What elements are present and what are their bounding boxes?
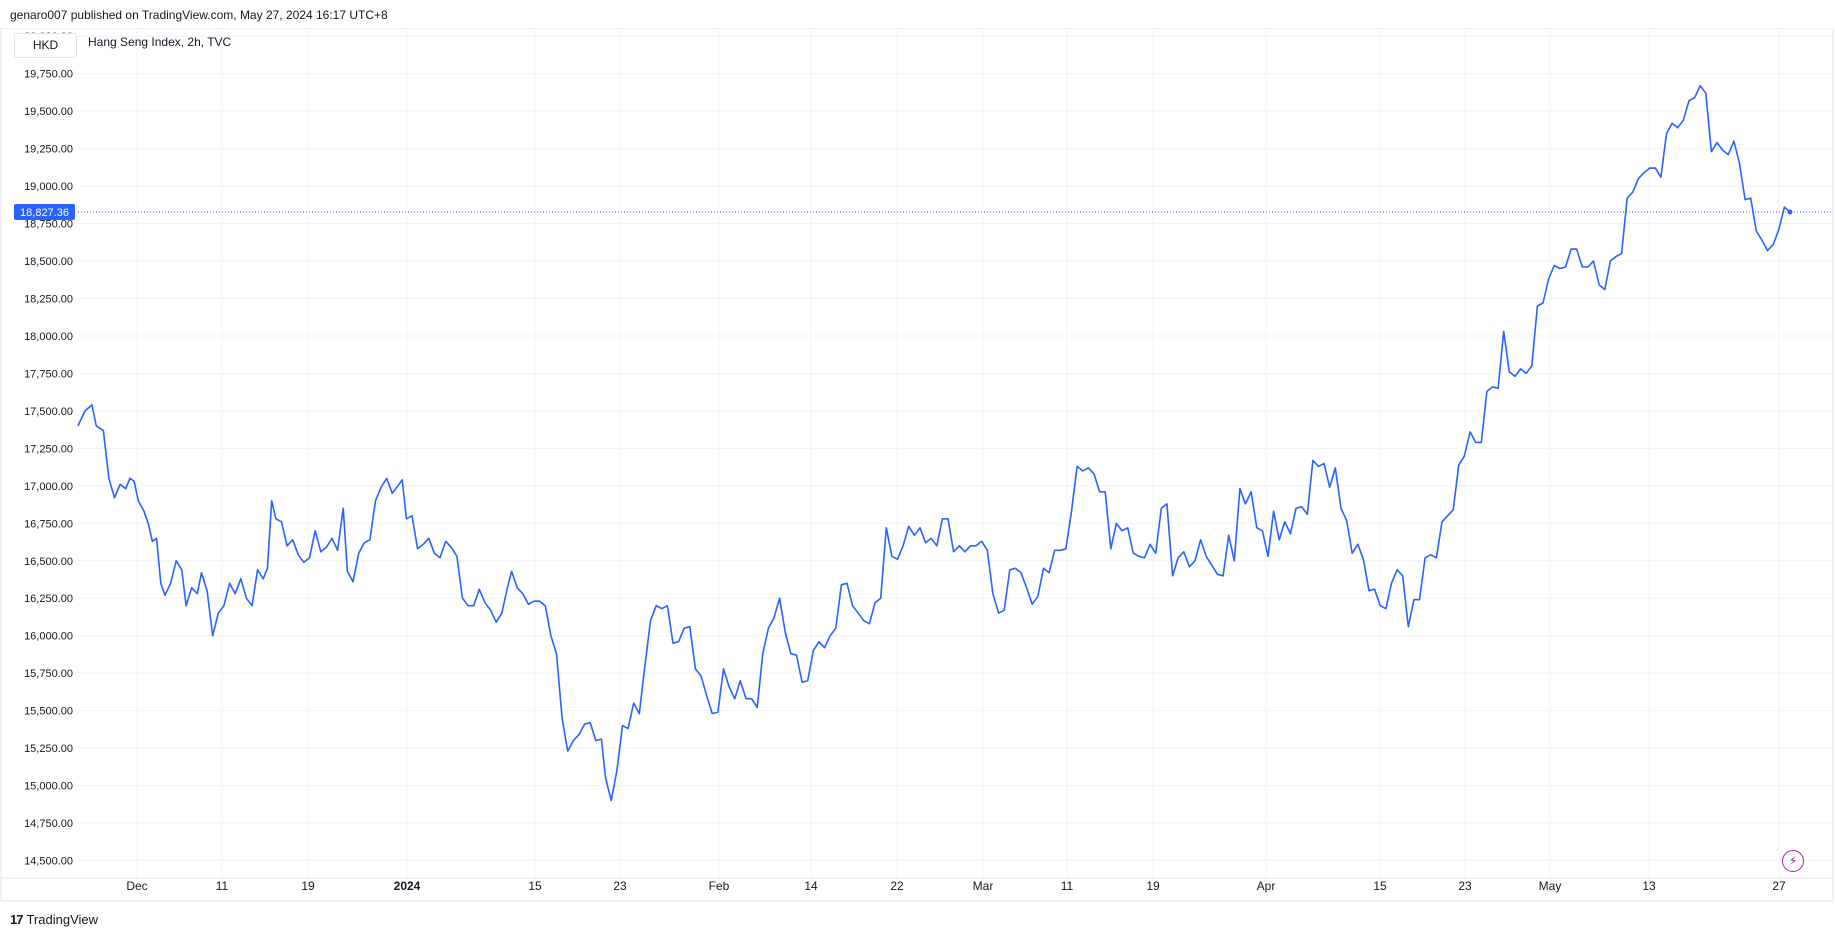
tradingview-logo[interactable]: 17 TradingView (10, 912, 98, 927)
x-tick-label: 19 (301, 879, 315, 893)
x-tick-label: 2024 (394, 879, 421, 893)
lightning-icon[interactable]: ⚡ (1782, 850, 1804, 872)
x-tick-label: May (1539, 879, 1562, 893)
y-tick-label: 14,750.00 (24, 818, 73, 830)
x-tick-label: 13 (1642, 879, 1656, 893)
x-tick-label: 15 (1373, 879, 1387, 893)
y-tick-label: 18,500.00 (24, 256, 73, 268)
x-axis: Dec 11 19 2024 15 23 Feb 14 22 Mar 11 19 Apr 15 23 May 1… (126, 879, 1786, 893)
y-tick-label: 17,000.00 (24, 481, 73, 493)
x-tick-label: 19 (1146, 879, 1160, 893)
x-tick-label: 15 (528, 879, 542, 893)
y-tick-label: 17,250.00 (24, 443, 73, 455)
chart-legend: Hang Seng Index, 2h, TVC (88, 35, 232, 49)
y-tick-label: 18,250.00 (24, 294, 73, 306)
y-tick-label: 18,000.00 (24, 331, 73, 343)
chart-plot (77, 84, 1793, 802)
price-chart[interactable]: 20,000.0019,750.0019,500.0019,250.0019,0… (0, 28, 1835, 904)
price-line (77, 84, 1791, 802)
currency-selector[interactable]: HKD (14, 33, 77, 58)
x-tick-label: Mar (973, 879, 994, 893)
publish-line: genaro007 published on TradingView.com, … (10, 8, 388, 22)
x-tick-label: 27 (1772, 879, 1786, 893)
y-tick-label: 17,500.00 (24, 406, 73, 418)
y-tick-label: 16,500.00 (24, 556, 73, 568)
y-axis: 20,000.0019,750.0019,500.0019,250.0019,0… (24, 31, 73, 867)
y-tick-label: 16,000.00 (24, 631, 73, 643)
y-tick-label: 16,250.00 (24, 593, 73, 605)
last-price-label: 18,827.36 (20, 207, 69, 219)
x-tick-label: 11 (216, 879, 229, 893)
y-tick-label: 15,750.00 (24, 668, 73, 680)
y-tick-label: 15,500.00 (24, 706, 73, 718)
x-tick-label: 22 (890, 879, 904, 893)
y-tick-label: 15,000.00 (24, 781, 73, 793)
tradingview-logo-icon: 17 (10, 912, 24, 927)
y-tick-label: 16,750.00 (24, 518, 73, 530)
y-tick-label: 19,500.00 (24, 106, 73, 118)
chart-grid (0, 28, 1834, 902)
x-tick-label: Feb (709, 879, 730, 893)
brand-name: TradingView (26, 912, 99, 927)
y-tick-label: 15,250.00 (24, 743, 73, 755)
last-price-dot (1787, 209, 1793, 215)
y-tick-label: 18,750.00 (24, 219, 73, 231)
x-tick-label: Dec (126, 879, 147, 893)
y-tick-label: 19,250.00 (24, 144, 73, 156)
x-tick-label: 14 (804, 879, 818, 893)
last-price-label-bg (14, 203, 75, 220)
x-tick-label: 11 (1061, 879, 1074, 893)
y-tick-label: 19,750.00 (24, 69, 73, 81)
last-price-marker: 18,827.36 (14, 203, 1832, 220)
x-tick-label: 23 (613, 879, 627, 893)
chart-border (0, 28, 1834, 902)
y-tick-label: 14,500.00 (24, 856, 73, 868)
x-tick-label: Apr (1257, 879, 1276, 893)
y-tick-label: 17,750.00 (24, 368, 73, 380)
x-tick-label: 23 (1458, 879, 1472, 893)
y-tick-label: 19,000.00 (24, 181, 73, 193)
